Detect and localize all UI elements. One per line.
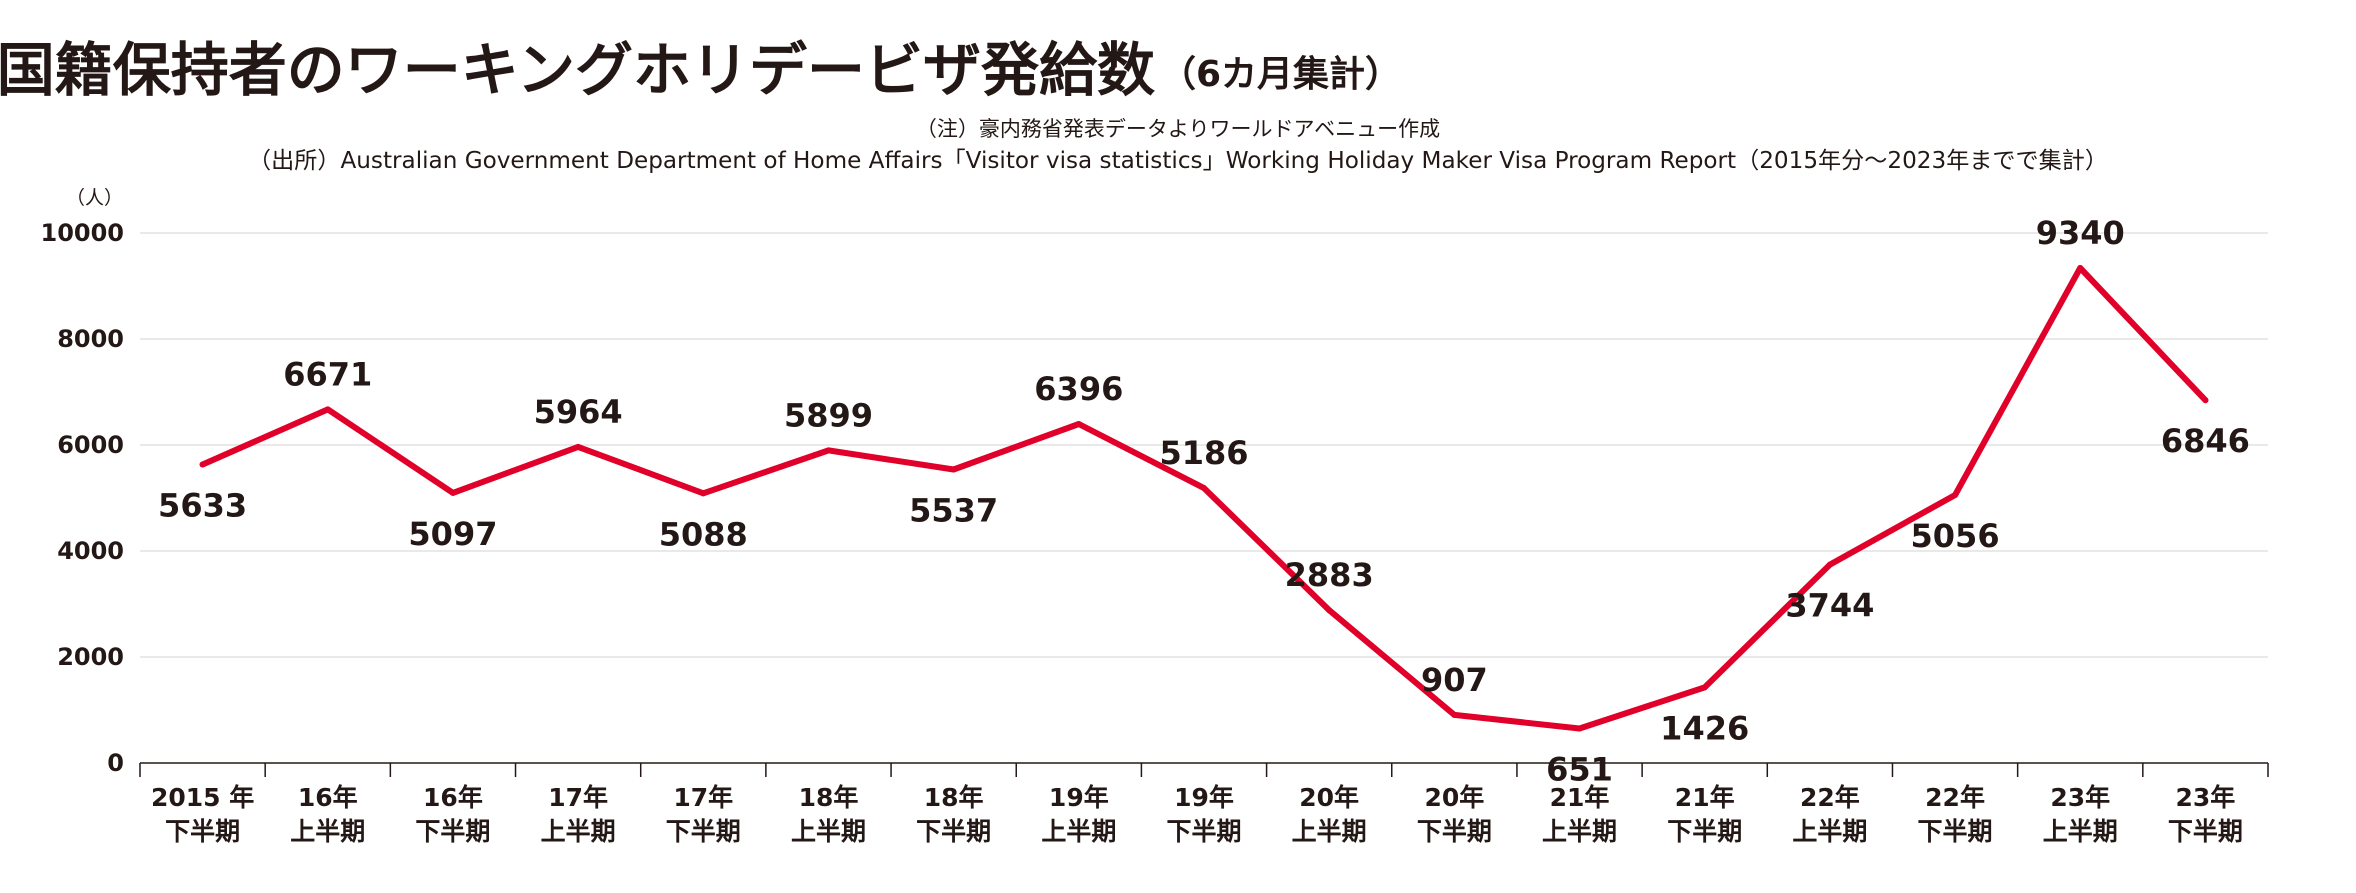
data-label: 907 bbox=[1421, 661, 1488, 699]
data-label: 1426 bbox=[1660, 709, 1749, 747]
data-label: 5097 bbox=[408, 515, 497, 553]
x-tick-label-year: 19年 bbox=[1174, 783, 1234, 812]
data-label: 651 bbox=[1546, 750, 1613, 788]
y-tick-label: 8000 bbox=[57, 325, 124, 353]
data-label: 6846 bbox=[2161, 422, 2250, 460]
data-point bbox=[825, 447, 832, 454]
x-tick-label-year: 16年 bbox=[423, 783, 483, 812]
x-tick-label-year: 2015 年 bbox=[151, 783, 254, 812]
data-label: 5964 bbox=[534, 393, 623, 431]
x-tick-label-year: 17年 bbox=[548, 783, 608, 812]
chart-note: （注）豪内務省発表データよりワールドアベニュー作成 bbox=[916, 117, 1440, 141]
x-tick-label-half: 下半期 bbox=[2168, 817, 2243, 846]
x-tick-label-half: 上半期 bbox=[1542, 817, 1617, 846]
data-point bbox=[199, 461, 206, 468]
y-tick-label: 6000 bbox=[57, 431, 124, 459]
data-point bbox=[1576, 725, 1583, 732]
data-point bbox=[700, 490, 707, 497]
x-tick-label-half: 下半期 bbox=[1918, 817, 1993, 846]
data-point bbox=[1826, 561, 1833, 568]
data-label: 2883 bbox=[1285, 556, 1374, 594]
x-tick-label-year: 20年 bbox=[1424, 783, 1484, 812]
data-label: 5088 bbox=[659, 515, 748, 553]
x-tick-label-half: 上半期 bbox=[791, 817, 866, 846]
data-point bbox=[950, 466, 957, 473]
data-point bbox=[1701, 684, 1708, 691]
x-tick-label-year: 22年 bbox=[1925, 783, 1985, 812]
x-tick-label-half: 下半期 bbox=[415, 817, 490, 846]
data-label: 5056 bbox=[1911, 517, 2000, 555]
x-tick-label-year: 17年 bbox=[673, 783, 733, 812]
data-point bbox=[1326, 607, 1333, 614]
data-point bbox=[1952, 492, 1959, 499]
data-point bbox=[1201, 485, 1207, 492]
x-tick-label-half: 下半期 bbox=[666, 817, 741, 846]
x-tick-label-year: 21年 bbox=[1675, 783, 1735, 812]
x-axis bbox=[139, 762, 2269, 777]
data-label: 9340 bbox=[2036, 214, 2125, 252]
data-label: 5899 bbox=[784, 396, 873, 434]
x-tick-label-half: 下半期 bbox=[1166, 817, 1241, 846]
data-label: 5537 bbox=[909, 492, 998, 530]
series-group bbox=[199, 264, 2209, 732]
data-point bbox=[449, 489, 456, 496]
series-line bbox=[199, 265, 2209, 732]
y-axis-unit: （人） bbox=[66, 187, 123, 209]
y-tick-label: 0 bbox=[107, 749, 124, 777]
x-tick-label-half: 下半期 bbox=[1417, 817, 1492, 846]
chart-source: （出所）Australian Government Department of … bbox=[248, 148, 2108, 174]
data-label: 5186 bbox=[1159, 434, 1248, 472]
data-point bbox=[2077, 264, 2084, 271]
chart-title: 豪州における日本国籍保持者のワーキングホリデービザ発給数 bbox=[0, 36, 1155, 104]
data-label: 6396 bbox=[1034, 370, 1123, 408]
x-tick-label-half: 下半期 bbox=[1667, 817, 1742, 846]
x-tick-label-year: 23年 bbox=[2050, 783, 2110, 812]
x-tick-label-year: 18年 bbox=[924, 783, 984, 812]
x-tick-label-year: 16年 bbox=[298, 783, 358, 812]
data-point bbox=[575, 443, 582, 450]
y-tick-label: 4000 bbox=[57, 537, 124, 565]
x-tick-label-half: 下半期 bbox=[165, 817, 240, 846]
x-tick-label-year: 18年 bbox=[799, 783, 859, 812]
y-axis-tick-labels: 0 2000 4000 6000 8000 10000 bbox=[41, 219, 125, 777]
x-tick-label-half: 上半期 bbox=[1041, 817, 1116, 846]
y-tick-label: 10000 bbox=[41, 219, 125, 247]
x-tick-label-half: 上半期 bbox=[2043, 817, 2118, 846]
x-axis-tick-labels: 2015 年下半期16年上半期16年下半期17年上半期17年下半期18年上半期1… bbox=[151, 783, 2243, 846]
data-point bbox=[1075, 421, 1082, 428]
x-tick-label-year: 22年 bbox=[1800, 783, 1860, 812]
x-tick-label-year: 20年 bbox=[1299, 783, 1359, 812]
data-point bbox=[324, 406, 331, 413]
x-tick-label-half: 上半期 bbox=[290, 817, 365, 846]
chart-subtitle: （6カ月集計） bbox=[1160, 54, 1401, 95]
x-tick-label-half: 上半期 bbox=[1292, 817, 1367, 846]
data-label: 6671 bbox=[283, 355, 372, 393]
data-point bbox=[2202, 397, 2209, 404]
data-label: 3744 bbox=[1785, 587, 1874, 625]
x-tick-label-year: 19年 bbox=[1049, 783, 1109, 812]
data-point bbox=[1451, 711, 1458, 718]
x-tick-label-year: 23年 bbox=[2176, 783, 2236, 812]
x-tick-label-half: 上半期 bbox=[1792, 817, 1867, 846]
x-tick-label-year: 21年 bbox=[1550, 783, 1610, 812]
x-tick-label-half: 上半期 bbox=[541, 817, 616, 846]
data-label: 5633 bbox=[158, 486, 247, 524]
grid-lines bbox=[140, 232, 2268, 658]
data-labels: 5633 6671 5097 5964 5088 5899 5537 6396 5186 2883… bbox=[158, 214, 2250, 789]
y-tick-label: 2000 bbox=[57, 643, 124, 671]
x-tick-label-half: 下半期 bbox=[916, 817, 991, 846]
